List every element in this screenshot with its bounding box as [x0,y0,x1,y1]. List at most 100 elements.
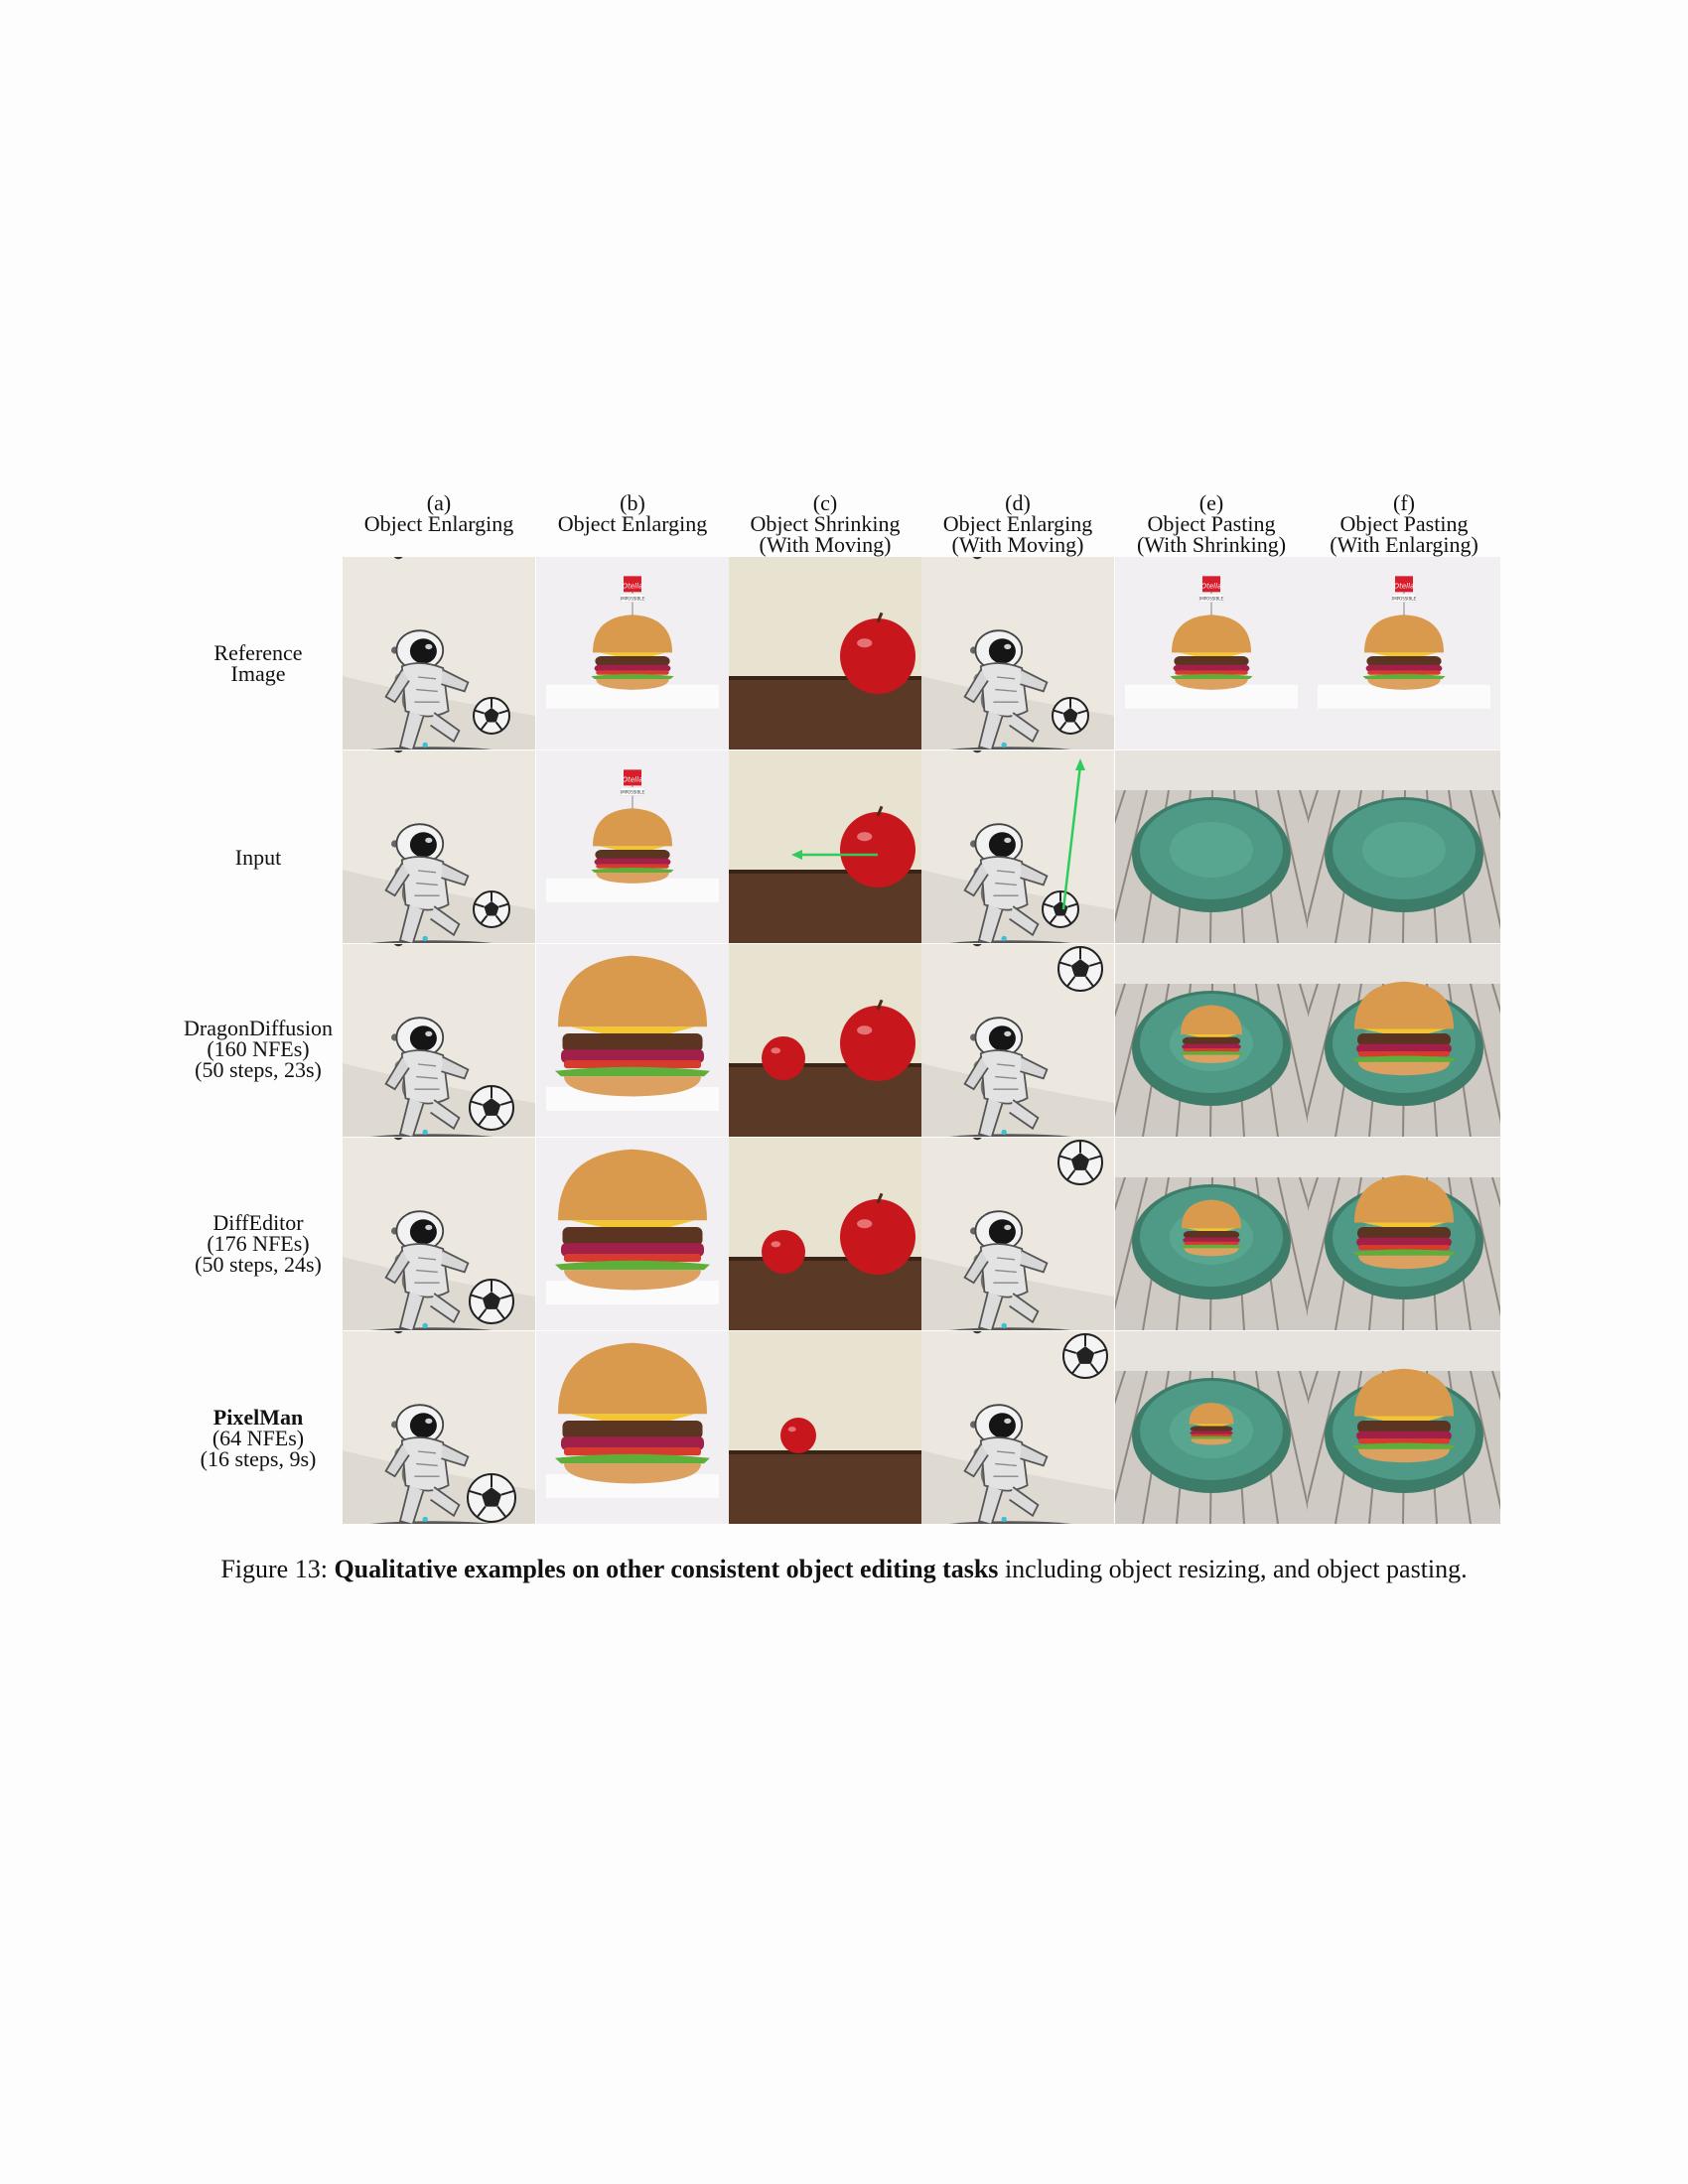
image-reference-b: Otella IMPOSSIBLE [536,557,729,750]
thumbnail-drawing [921,557,1114,750]
thumbnail-drawing [921,751,1114,943]
thumbnail-drawing [343,557,535,750]
image-input-f [1308,751,1500,943]
image-reference-a [343,557,535,750]
caption-prefix: Figure 13: [220,1555,335,1583]
row-line3: (50 steps, 24s) [195,1252,322,1277]
flag-tag-text: IMPOSSIBLE [1392,596,1416,601]
column-letter: (a) [426,490,452,515]
thumbnail-drawing [1308,1138,1500,1330]
column-header-c: (c) Object Shrinking (With Moving) [729,490,921,557]
column-header-a: (a) Object Enlarging [343,490,535,536]
caption-bold: Qualitative examples on other consistent… [334,1555,999,1583]
image-diffeditor-a [343,1138,535,1330]
flag-tag-text: IMPOSSIBLE [621,596,644,601]
row-line1: DragonDiffusion [184,1016,333,1040]
thumbnail-drawing [1308,944,1500,1137]
thumbnail-drawing: Otella IMPOSSIBLE [536,557,729,750]
thumbnail-drawing [1308,1331,1500,1524]
image-reference-d [921,557,1114,750]
image-pixelman-b [536,1331,729,1524]
column-sub: (With Moving) [759,532,892,557]
image-dragondiffusion-c [729,944,921,1137]
image-input-c [729,751,921,943]
image-input-d [921,751,1114,943]
flag-sign-text: Otella [623,775,643,783]
image-reference-c [729,557,921,750]
thumbnail-drawing [343,944,535,1137]
column-task: Object Pasting [1339,511,1469,536]
column-letter: (e) [1198,490,1224,515]
row-line2: (176 NFEs) [207,1231,310,1256]
image-dragondiffusion-a [343,944,535,1137]
row-line3: (16 steps, 9s) [200,1446,317,1471]
column-header-d: (d) Object Enlarging (With Moving) [921,490,1114,557]
thumbnail-drawing [1308,751,1500,943]
figure-caption: Figure 13: Qualitative examples on other… [179,1555,1509,1584]
column-task: Object Shrinking [750,511,901,536]
column-letter: (b) [620,490,645,515]
image-reference-e: Otella IMPOSSIBLE [1115,557,1308,750]
thumbnail-drawing [921,1138,1114,1330]
flag-tag-text: IMPOSSIBLE [621,789,644,794]
row-line2: (160 NFEs) [207,1036,310,1061]
column-task: Object Enlarging [942,511,1093,536]
thumbnail-drawing [729,1331,921,1524]
image-input-b: Otella IMPOSSIBLE [536,751,729,943]
column-task: Object Enlarging [363,511,514,536]
thumbnail-drawing [921,1331,1114,1524]
thumbnail-drawing [729,751,921,943]
thumbnail-drawing [343,751,535,943]
column-task: Object Enlarging [557,511,708,536]
thumbnail-drawing [729,944,921,1137]
image-diffeditor-c [729,1138,921,1330]
image-dragondiffusion-e [1115,944,1308,1137]
image-dragondiffusion-b [536,944,729,1137]
flag-sign-text: Otella [1394,582,1415,590]
caption-rest: including object resizing, and object pa… [998,1555,1468,1583]
thumbnail-drawing [921,944,1114,1137]
row-line3: (50 steps, 23s) [195,1057,322,1082]
image-diffeditor-e [1115,1138,1308,1330]
column-letter: (d) [1005,490,1031,515]
row-header-dragondiffusion: DragonDiffusion (160 NFEs) (50 steps, 23… [159,1016,357,1082]
thumbnail-drawing [1115,944,1308,1137]
row-line1: Input [234,845,282,870]
column-header-e: (e) Object Pasting (With Shrinking) [1115,490,1308,557]
thumbnail-drawing [536,1138,729,1330]
thumbnail-drawing [1115,1138,1308,1330]
thumbnail-drawing [536,1331,729,1524]
image-input-e [1115,751,1308,943]
column-task: Object Pasting [1147,511,1276,536]
image-reference-f: Otella IMPOSSIBLE [1308,557,1500,750]
row-line1: Reference [213,640,303,665]
thumbnail-drawing [1115,751,1308,943]
thumbnail-drawing [1115,1331,1308,1524]
image-pixelman-c [729,1331,921,1524]
flag-sign-text: Otella [623,582,643,590]
thumbnail-drawing: Otella IMPOSSIBLE [1308,557,1500,750]
thumbnail-drawing [536,944,729,1137]
row-header-pixelman: PixelMan (64 NFEs) (16 steps, 9s) [159,1405,357,1471]
thumbnail-drawing [343,1331,535,1524]
column-sub: (With Shrinking) [1136,532,1287,557]
image-pixelman-e [1115,1331,1308,1524]
image-diffeditor-d [921,1138,1114,1330]
column-sub: (With Moving) [951,532,1084,557]
thumbnail-drawing: Otella IMPOSSIBLE [536,751,729,943]
column-letter: (f) [1393,490,1415,515]
row-line1: DiffEditor [212,1210,304,1235]
column-letter: (c) [812,490,838,515]
row-header-input: Input [159,845,357,870]
image-diffeditor-b [536,1138,729,1330]
thumbnail-drawing [729,1138,921,1330]
image-pixelman-f [1308,1331,1500,1524]
flag-sign-text: Otella [1201,582,1222,590]
column-header-b: (b) Object Enlarging [536,490,729,536]
image-dragondiffusion-f [1308,944,1500,1137]
column-sub: (With Enlarging) [1330,532,1478,557]
image-pixelman-a [343,1331,535,1524]
row-header-diffeditor: DiffEditor (176 NFEs) (50 steps, 24s) [159,1210,357,1277]
row-line1: PixelMan [212,1405,304,1430]
